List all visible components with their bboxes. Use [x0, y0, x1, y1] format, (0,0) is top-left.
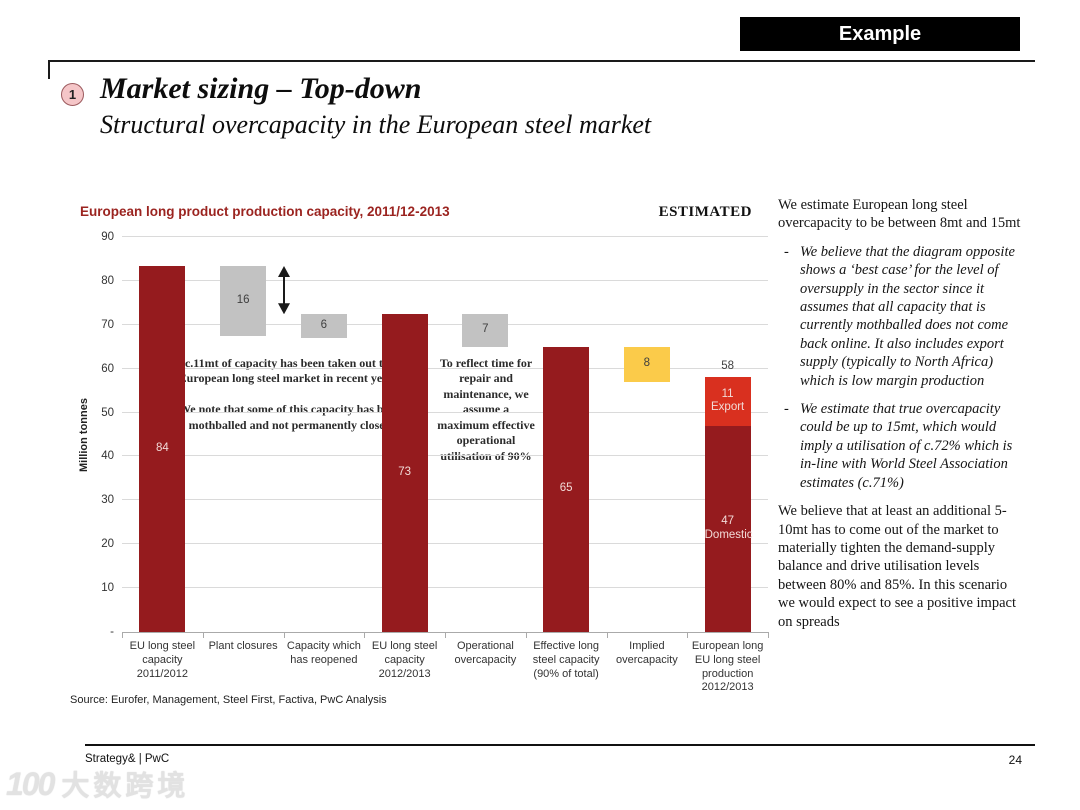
axis-tick: [122, 632, 123, 638]
y-axis-title: Million tonnes: [78, 397, 90, 472]
bar-segment: 65: [543, 346, 590, 632]
axis-tick: [283, 632, 285, 638]
watermark-text: 大数跨境: [61, 770, 190, 801]
y-tick-label: 20: [101, 538, 114, 551]
gridline: [122, 411, 768, 413]
axis-tick: [525, 632, 527, 638]
y-tick-label: 90: [101, 231, 114, 243]
bullet-dash: -: [784, 401, 789, 418]
x-axis-category-label: EU long steel capacity 2011/2012: [129, 640, 196, 680]
gridline: [122, 279, 768, 281]
chart-title: European long product production capacit…: [80, 204, 450, 219]
bar-segment: 16: [220, 265, 267, 336]
bar-value-label: 7: [482, 323, 489, 336]
source-note: Source: Eurofer, Management, Steel First…: [70, 694, 387, 706]
x-axis-category-label: European long EU long steel production 2…: [691, 640, 764, 694]
x-axis-category-label: Effective long steel capacity (90% of to…: [532, 640, 600, 680]
section-number-badge: 1: [61, 83, 84, 106]
watermark-logo: 100 大数跨境: [6, 764, 189, 804]
page-title: Market sizing – Top-down: [100, 72, 422, 105]
gridline: [122, 543, 768, 545]
bar-value-label: 8: [643, 357, 651, 370]
bullet-dash: -: [784, 243, 789, 260]
bar-value-label: 73: [398, 466, 412, 479]
y-tick-label: 40: [101, 450, 114, 463]
y-tick-label: 60: [101, 362, 114, 375]
axis-tick: [445, 632, 446, 638]
bar-segment: 11 Export: [704, 377, 751, 426]
bar-segment: 6: [300, 313, 347, 338]
commentary-panel: We estimate European long steel overcapa…: [778, 196, 1026, 641]
axis-tick: [606, 632, 608, 638]
y-tick-zero: -: [110, 626, 114, 638]
chart-panel: European long product production capacit…: [70, 198, 772, 718]
bar-value-label: 16: [236, 293, 250, 306]
bar-value-label: 11 Export: [711, 387, 745, 414]
gridline: [122, 323, 768, 325]
gridline: [122, 587, 768, 589]
commentary-paragraph: We believe that at least an additional 5…: [778, 503, 1016, 630]
bar-segment: 73: [381, 313, 428, 632]
x-axis-category-label: Plant closures: [208, 640, 278, 652]
bullet-text: We believe that the diagram opposite sho…: [800, 243, 1015, 389]
chart-annotation-utilisation: To reflect time for repair and maintenan…: [437, 355, 535, 464]
bar-segment: 7: [462, 313, 509, 347]
bar-segment: 84: [139, 265, 186, 632]
x-axis-category-label: Capacity which has reopened: [286, 640, 361, 666]
bar-segment: 47 Domestic: [704, 425, 753, 632]
gridline: [122, 236, 768, 237]
chart-plot-area: Million tonnes c.11mt of capacity has be…: [78, 231, 769, 638]
bar-value-label: 47 Domestic: [704, 515, 753, 541]
gridline: [122, 499, 768, 501]
estimated-tag: ESTIMATED: [658, 204, 752, 220]
bar-value-label: 65: [559, 482, 573, 495]
gridline: [122, 455, 768, 457]
x-axis-labels: EU long steel capacity 2011/2012 Plant cl…: [122, 640, 768, 695]
page-subtitle: Structural overcapacity in the European …: [100, 110, 652, 139]
axis-tick: [202, 632, 204, 638]
axis-tick: [768, 632, 769, 638]
commentary-paragraph: We estimate European long steel overcapa…: [778, 197, 1021, 232]
page-number: 24: [1008, 753, 1022, 767]
footer-brand: Strategy& | PwC: [85, 753, 170, 765]
x-axis-category-label: Operational overcapacity: [454, 640, 517, 666]
commentary-bullet: - We believe that the diagram opposite s…: [778, 243, 1026, 390]
footer-divider: [85, 744, 1035, 746]
y-tick-label: 10: [101, 582, 114, 595]
double-arrow-icon: [277, 265, 290, 314]
top-divider: [48, 60, 1035, 79]
x-axis-category-label: EU long steel capacity 2012/2013: [371, 640, 438, 680]
bar-value-label: 6: [320, 318, 328, 331]
x-axis-category-label: Implied overcapacity: [615, 640, 678, 666]
y-tick-label: 30: [101, 494, 114, 507]
commentary-bullet: - We estimate that true overcapacity cou…: [778, 400, 1026, 492]
axis-tick: [364, 632, 366, 638]
bullet-text: We estimate that true overcapacity could…: [800, 401, 1013, 491]
y-tick-label: 80: [101, 274, 114, 287]
y-tick-label: 50: [101, 406, 114, 419]
bar-segment: 8: [623, 346, 670, 382]
bar-total-label: 58: [721, 360, 735, 373]
y-tick-label: 70: [101, 318, 114, 331]
axis-tick: [687, 632, 689, 638]
gridline: [122, 367, 768, 369]
bar-value-label: 84: [155, 441, 169, 454]
example-badge: Example: [740, 17, 1020, 51]
watermark-100-icon: 100: [6, 765, 55, 802]
